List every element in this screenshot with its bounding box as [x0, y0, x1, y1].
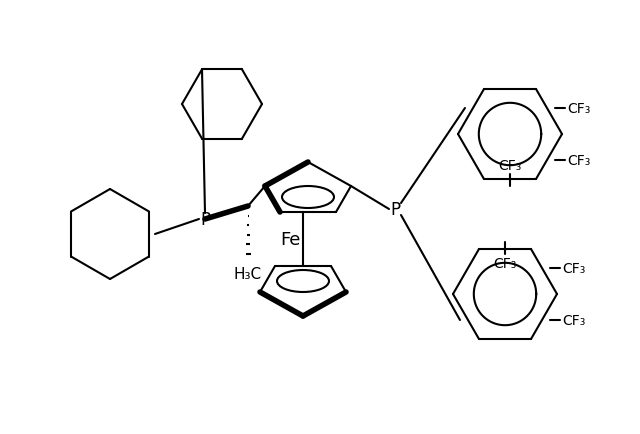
- Text: H₃C: H₃C: [234, 266, 262, 281]
- Text: CF₃: CF₃: [567, 102, 591, 116]
- Text: CF₃: CF₃: [562, 313, 586, 327]
- Text: CF₃: CF₃: [493, 256, 516, 270]
- Text: CF₃: CF₃: [567, 154, 591, 168]
- Text: P: P: [390, 201, 400, 218]
- Text: CF₃: CF₃: [562, 261, 586, 275]
- Text: Fe: Fe: [280, 230, 300, 248]
- Text: CF₃: CF₃: [499, 159, 522, 173]
- Text: P: P: [200, 210, 210, 228]
